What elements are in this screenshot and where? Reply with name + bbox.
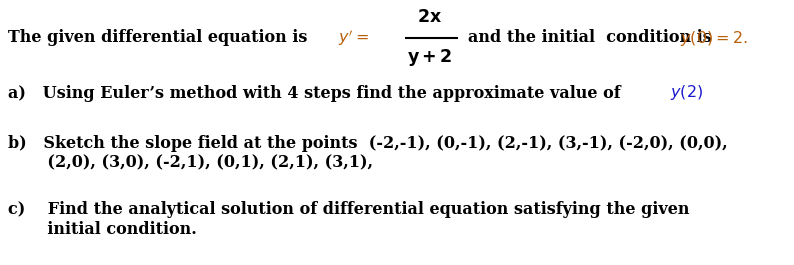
Text: initial condition.: initial condition. <box>8 222 197 238</box>
Text: $\mathit{y}(2)$: $\mathit{y}(2)$ <box>670 83 703 103</box>
Text: a)   Using Euler’s method with 4 steps find the approximate value of: a) Using Euler’s method with 4 steps fin… <box>8 85 632 101</box>
Text: c)    Find the analytical solution of differential equation satisfying the given: c) Find the analytical solution of diffe… <box>8 201 689 219</box>
Text: The given differential equation is: The given differential equation is <box>8 29 307 46</box>
Text: and the initial  condition is: and the initial condition is <box>468 29 711 46</box>
Text: $\mathbf{y+2}$: $\mathbf{y+2}$ <box>407 46 453 68</box>
Text: b)   Sketch the slope field at the points  (-2,-1), (0,-1), (2,-1), (3,-1), (-2,: b) Sketch the slope field at the points … <box>8 135 727 152</box>
Text: $\mathit{y'} =$: $\mathit{y'} =$ <box>338 28 369 48</box>
Text: $\mathit{y}(0)=2.$: $\mathit{y}(0)=2.$ <box>680 29 748 47</box>
Text: (2,0), (3,0), (-2,1), (0,1), (2,1), (3,1),: (2,0), (3,0), (-2,1), (0,1), (2,1), (3,1… <box>8 154 373 171</box>
Text: $\mathbf{2x}$: $\mathbf{2x}$ <box>418 10 442 26</box>
